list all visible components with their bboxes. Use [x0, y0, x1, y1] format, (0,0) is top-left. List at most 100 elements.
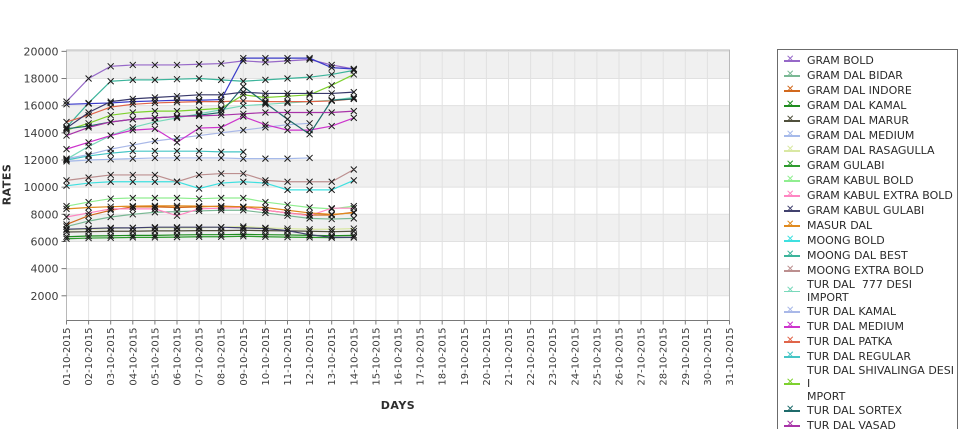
- legend-x-marker-icon: ✕: [784, 335, 800, 347]
- legend-x-marker-icon: ✕: [784, 69, 800, 81]
- svg-text:02-10-2015: 02-10-2015: [84, 328, 95, 386]
- svg-text:26-10-2015: 26-10-2015: [615, 328, 626, 386]
- series-markers-urid-dal-gola-premium: [63, 88, 358, 132]
- series-markers-moong-extra-bold: [63, 166, 358, 186]
- series-line-tur-dal-patka: [66, 98, 354, 123]
- legend-item: ✕ GRAM DAL RASAGULLA: [778, 143, 957, 158]
- series-markers-gram-bold: [63, 56, 358, 105]
- legend-item-label: GRAM GULABI: [807, 159, 885, 172]
- legend-item-label: TUR DAL REGULAR: [807, 350, 912, 363]
- svg-text:28-10-2015: 28-10-2015: [659, 328, 670, 386]
- legend-item-label: GRAM BOLD: [807, 54, 874, 67]
- legend-x-marker-icon: ✕: [784, 285, 800, 297]
- svg-text:15-10-2015: 15-10-2015: [371, 328, 382, 386]
- legend-item: ✕ GRAM DAL KAMAL: [778, 98, 957, 113]
- svg-text:17-10-2015: 17-10-2015: [416, 328, 427, 386]
- legend-item: ✕ GRAM KABUL GULABI: [778, 203, 957, 218]
- legend-x-marker-icon: ✕: [784, 99, 800, 111]
- series-line-moong-bold: [66, 179, 355, 191]
- series-markers-gram-dal-medium: [63, 154, 313, 165]
- svg-text:20000: 20000: [24, 45, 59, 58]
- svg-text:12000: 12000: [24, 154, 59, 167]
- series-markers-tur-dal-kamal: [63, 119, 313, 162]
- legend-x-marker-icon: ✕: [784, 219, 800, 231]
- legend-x-marker-icon: ✕: [784, 264, 800, 276]
- legend-x-marker-icon: ✕: [784, 144, 800, 156]
- series-line-gram-kabul-bold: [66, 197, 354, 210]
- legend-item: ✕ TUR DAL MEDIUM: [778, 319, 957, 334]
- legend-item: ✕ MOONG BOLD: [778, 233, 957, 248]
- legend-x-marker-icon: ✕: [784, 54, 800, 66]
- series-line-gram-dal-marur: [66, 229, 354, 233]
- series-line-tur-dal-shivalinga-desi-import: [66, 73, 355, 131]
- legend-item: ✕ MOONG DAL BEST: [778, 248, 957, 263]
- legend-item-label: GRAM DAL BIDAR: [807, 69, 903, 82]
- legend-item: ✕ TUR DAL PATKA: [778, 334, 957, 349]
- legend-item-label: GRAM DAL MEDIUM: [807, 129, 915, 142]
- svg-text:01-10-2015: 01-10-2015: [62, 328, 73, 386]
- series-markers-tur-dal-vasad: [63, 107, 358, 139]
- chart-legend: ✕ GRAM BOLD ✕ GRAM DAL BIDAR ✕ GRAM DAL INDOR…: [777, 49, 958, 429]
- legend-item: ✕ TUR DAL 777 DESI IMPORT: [778, 278, 957, 304]
- legend-x-marker-icon: ✕: [784, 320, 800, 332]
- svg-text:25-10-2015: 25-10-2015: [592, 328, 603, 386]
- svg-text:24-10-2015: 24-10-2015: [570, 328, 581, 386]
- legend-item: ✕ GRAM DAL MEDIUM: [778, 128, 957, 143]
- svg-text:16000: 16000: [24, 100, 59, 113]
- svg-text:20-10-2015: 20-10-2015: [482, 328, 493, 386]
- series-markers-gram-dal-bidar: [63, 206, 358, 230]
- legend-item: ✕ GRAM DAL BIDAR: [778, 68, 957, 83]
- legend-item-label: GRAM KABUL EXTRA BOLD: [807, 189, 953, 202]
- series-lines: [66, 57, 355, 240]
- series-markers-tur-dal-shivalinga-desi-import: [63, 71, 358, 134]
- series-line-tur-dal-vasad: [66, 110, 354, 137]
- legend-item: ✕ TUR DAL SORTEX: [778, 403, 957, 418]
- series-line-gram-bold: [66, 58, 354, 103]
- legend-item: ✕ TUR DAL SHIVALINGA DESI I MPORT: [778, 364, 957, 403]
- legend-item-label: GRAM DAL INDORE: [807, 84, 912, 97]
- series-line-tur-dal-medium: [66, 115, 355, 150]
- series-line-masur-dal: [66, 205, 354, 215]
- legend-item-label: GRAM KABUL BOLD: [807, 174, 914, 187]
- svg-text:30-10-2015: 30-10-2015: [703, 328, 714, 386]
- svg-text:16-10-2015: 16-10-2015: [394, 328, 405, 386]
- legend-item: ✕ GRAM DAL MARUR: [778, 113, 957, 128]
- legend-item-label: MOONG BOLD: [807, 234, 885, 247]
- legend-item-label: GRAM DAL RASAGULLA: [807, 144, 935, 157]
- series-markers-gram-kabul-extra-bold: [63, 204, 358, 221]
- series-markers-gram-kabul-gulabi: [63, 223, 358, 241]
- svg-text:09-10-2015: 09-10-2015: [239, 328, 250, 386]
- legend-x-marker-icon: ✕: [784, 114, 800, 126]
- legend-x-marker-icon: ✕: [784, 377, 800, 389]
- legend-item: ✕ GRAM KABUL BOLD: [778, 173, 957, 188]
- x-axis-tick-labels: 01-10-2015 02-10-2015 03-10-2015 04-10-2015…: [62, 328, 736, 386]
- svg-text:08-10-2015: 08-10-2015: [217, 328, 228, 386]
- svg-text:19-10-2015: 19-10-2015: [460, 328, 471, 386]
- legend-x-marker-icon: ✕: [784, 189, 800, 201]
- svg-text:10000: 10000: [24, 181, 59, 194]
- svg-text:29-10-2015: 29-10-2015: [681, 328, 692, 386]
- svg-text:21-10-2015: 21-10-2015: [504, 328, 515, 386]
- legend-item-label: GRAM KABUL GULABI: [807, 204, 925, 217]
- svg-text:05-10-2015: 05-10-2015: [150, 328, 161, 386]
- svg-text:04-10-2015: 04-10-2015: [128, 328, 139, 386]
- series-line-gram-kabul-extra-bold: [66, 206, 354, 218]
- svg-text:4000: 4000: [31, 263, 59, 276]
- legend-item: ✕ GRAM DAL INDORE: [778, 83, 957, 98]
- svg-text:14000: 14000: [24, 127, 59, 140]
- legend-item: ✕ MOONG EXTRA BOLD: [778, 263, 957, 278]
- series-markers-tur-dal-regular: [63, 147, 247, 164]
- svg-text:27-10-2015: 27-10-2015: [637, 328, 648, 386]
- svg-text:6000: 6000: [31, 235, 59, 248]
- svg-text:11-10-2015: 11-10-2015: [283, 328, 294, 386]
- legend-item-label: GRAM DAL KAMAL: [807, 99, 907, 112]
- series-line-gram-kabul-gulabi: [66, 226, 354, 238]
- series-markers-urid-dal-double-horse: [63, 54, 358, 108]
- legend-x-marker-icon: ✕: [784, 129, 800, 141]
- legend-item-label: TUR DAL SHIVALINGA DESI I MPORT: [807, 364, 954, 403]
- svg-text:18000: 18000: [24, 73, 59, 86]
- legend-item-label: TUR DAL PATKA: [807, 335, 893, 348]
- legend-x-marker-icon: ✕: [784, 419, 800, 429]
- legend-item: ✕ GRAM KABUL EXTRA BOLD: [778, 188, 957, 203]
